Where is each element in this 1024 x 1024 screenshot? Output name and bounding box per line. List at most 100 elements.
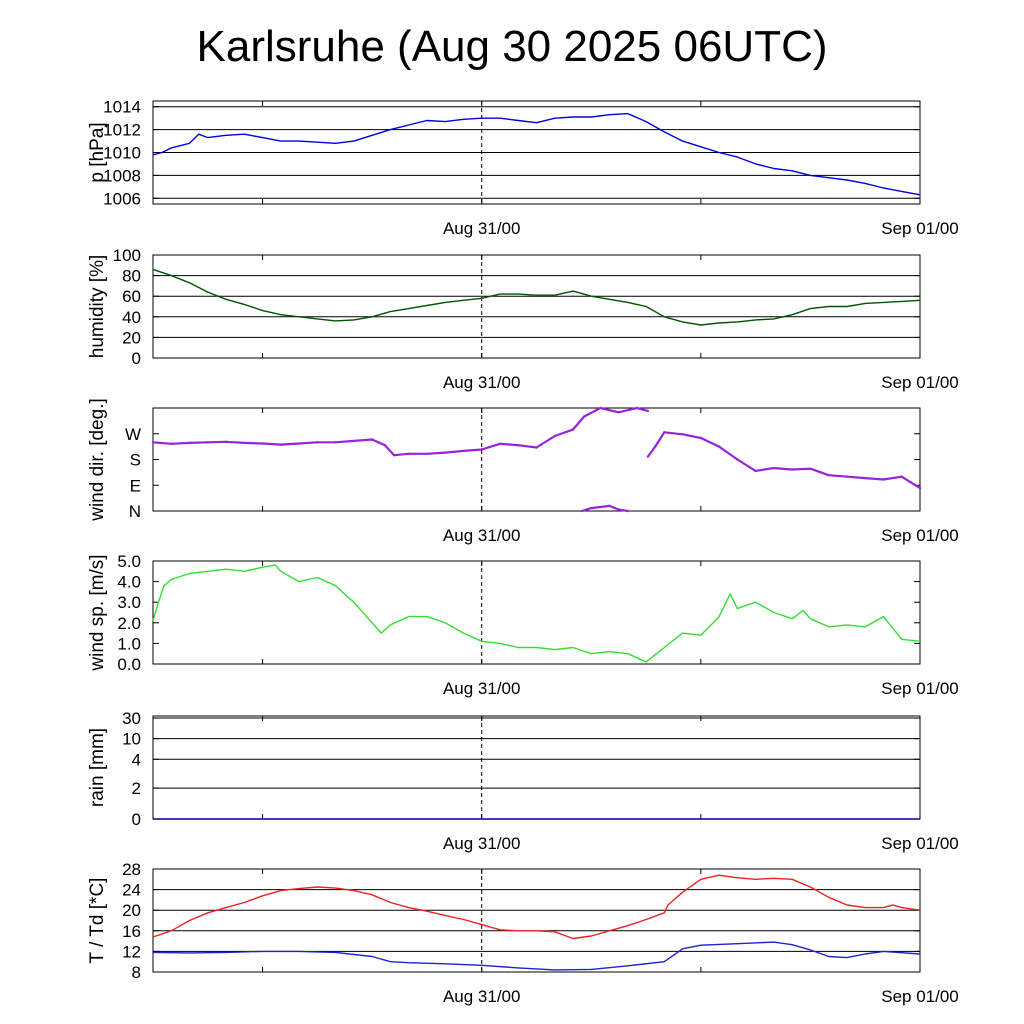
y-tick-label: S — [130, 451, 141, 470]
y-tick-label: 1.0 — [117, 634, 141, 653]
panel-frame — [152, 560, 921, 665]
data-point — [617, 411, 620, 414]
data-point — [882, 478, 885, 481]
y-tick-label: 30 — [122, 709, 141, 728]
y-tick-label: W — [125, 425, 141, 444]
y-tick-label: N — [129, 502, 141, 521]
data-point — [918, 486, 922, 490]
data-point — [681, 433, 684, 436]
y-tick-label: 0 — [132, 349, 141, 368]
data-point — [635, 406, 639, 410]
data-point — [383, 444, 387, 447]
data-point — [553, 434, 556, 438]
panel-frame — [152, 254, 921, 359]
y-tick-label: 1006 — [103, 189, 141, 208]
y-tick-label: 10 — [122, 730, 141, 749]
y-tick-label: 40 — [122, 308, 141, 327]
data-point — [151, 441, 155, 444]
series-line-wind-direction-2 — [581, 504, 628, 513]
data-point — [581, 509, 584, 513]
x-tick-label: Sep 01/00 — [881, 526, 959, 545]
data-point — [754, 469, 757, 473]
series-line-pressure-0 — [152, 112, 921, 196]
data-point — [599, 406, 602, 410]
y-tick-label: 12 — [122, 942, 141, 961]
data-point — [654, 445, 657, 448]
data-point — [791, 468, 794, 471]
panel-frame — [152, 715, 921, 820]
data-point — [626, 509, 629, 513]
panel-wind-speed: 0.0 1.02.0 3.04.0 5.0 wind sp. [m/s] Aug 31/0… — [87, 552, 959, 698]
data-point — [809, 467, 812, 470]
data-point — [279, 443, 282, 446]
data-point — [392, 454, 396, 457]
y-tick-label: 20 — [122, 328, 141, 347]
data-point — [206, 441, 209, 444]
x-tick-label: Aug 31/00 — [443, 987, 521, 1006]
panel-pressure: 1006 1008 1010 1012 1014 p [hPa] Aug 31/00 Sep … — [87, 98, 959, 238]
data-point — [772, 466, 776, 470]
data-point — [462, 449, 465, 453]
x-tick-label: Sep 01/00 — [881, 987, 959, 1006]
x-tick-label: Aug 31/00 — [443, 526, 521, 545]
data-point — [498, 442, 502, 445]
panel-frame — [152, 407, 921, 512]
data-point — [582, 415, 586, 418]
data-point — [900, 475, 903, 478]
y-axis-label: wind dir. [deg.] — [87, 398, 108, 522]
series-line-temperature-and-dewpoint-0 — [152, 874, 921, 940]
data-point — [663, 431, 666, 434]
y-tick-label: 16 — [122, 922, 141, 941]
series-line-wind-direction-0 — [152, 406, 649, 457]
series-line-wind-direction-1 — [647, 431, 921, 490]
x-tick-label: Aug 31/00 — [443, 373, 521, 392]
y-axis-label: wind sp. [m/s] — [87, 554, 108, 671]
data-point — [535, 446, 538, 449]
y-tick-label: 5.0 — [117, 552, 141, 571]
y-tick-label: 1008 — [103, 166, 141, 185]
data-point — [699, 436, 703, 440]
y-tick-label: 1010 — [103, 144, 141, 163]
data-point — [909, 481, 913, 484]
y-tick-label: 1012 — [103, 121, 141, 140]
data-point — [352, 439, 356, 443]
data-point — [590, 506, 593, 510]
x-tick-label: Sep 01/00 — [881, 373, 959, 392]
y-axis-label: T / Td [*C] — [87, 878, 108, 964]
series-line-humidity-0 — [152, 268, 921, 326]
series-line-temperature-and-dewpoint-1 — [152, 941, 921, 971]
x-tick-label: Sep 01/00 — [881, 219, 959, 238]
y-tick-label: 8 — [132, 963, 141, 982]
data-point — [617, 508, 620, 511]
series-line-wind-speed-0 — [152, 564, 921, 663]
y-tick-label: 100 — [113, 246, 141, 265]
panel-rain: 0 2 410 30 rain [mm] Aug 31/00 Sep 01/00 — [87, 709, 959, 853]
y-tick-label: 4 — [132, 750, 141, 769]
y-tick-label: 20 — [122, 901, 141, 920]
y-tick-label: 0.0 — [117, 655, 141, 674]
y-tick-label: 24 — [122, 881, 141, 900]
data-point — [407, 452, 410, 455]
y-tick-label: 1014 — [103, 98, 141, 117]
y-tick-label: 80 — [122, 267, 141, 286]
y-axis-label: rain [mm] — [87, 728, 108, 807]
data-point — [571, 428, 575, 431]
y-tick-label: 28 — [122, 860, 141, 879]
data-point — [864, 476, 867, 480]
data-point — [370, 438, 374, 441]
y-axis-label: p [hPa] — [87, 122, 108, 182]
data-point — [243, 441, 246, 445]
y-tick-label: 2.0 — [117, 614, 141, 633]
y-tick-label: 4.0 — [117, 573, 141, 592]
data-point — [444, 451, 447, 454]
data-point — [224, 440, 228, 443]
y-tick-label: 3.0 — [117, 593, 141, 612]
y-tick-label: 60 — [122, 287, 141, 306]
data-point — [845, 475, 849, 478]
panel-frame — [152, 868, 921, 973]
data-point — [517, 444, 520, 447]
